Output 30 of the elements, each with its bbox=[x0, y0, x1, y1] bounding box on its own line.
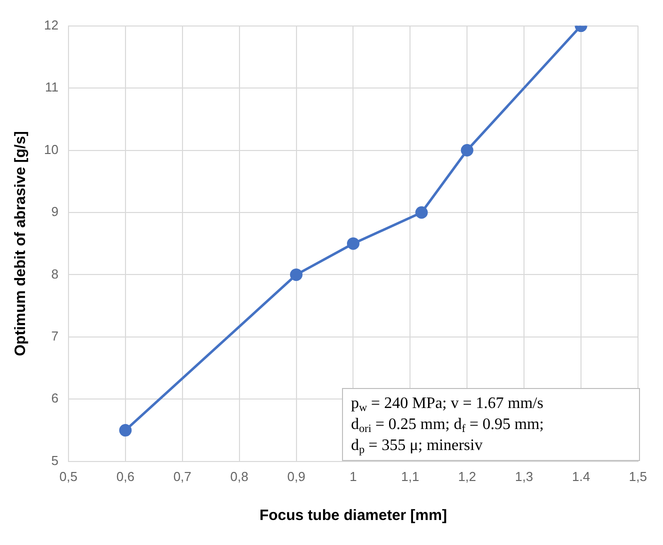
y-tick-label: 8 bbox=[51, 266, 58, 282]
x-tick-label: 1,3 bbox=[515, 468, 534, 484]
x-tick-label: 1.4 bbox=[572, 468, 590, 484]
text-box: p$_{w}$ = 240 MPa; v = 1.67 mm/s d$_{ori}$ = 0.25 mm; d$_{f}$ = 0.95 mm; d$_{p}$ = 355 μ; minersiv bbox=[342, 388, 640, 462]
annotation: d$_{ori}$ = 0.25 mm; d$_{f}$ = 0.95 mm; bbox=[350, 415, 545, 436]
x-tick-label: 1,5 bbox=[628, 468, 648, 484]
point bbox=[119, 424, 132, 437]
x-tick-label: 1 bbox=[350, 468, 357, 484]
x-tick-label: 0,9 bbox=[287, 468, 306, 484]
y-tick-label: 7 bbox=[51, 328, 58, 344]
point bbox=[460, 144, 474, 157]
point bbox=[415, 206, 428, 219]
x-tick-label: 0,6 bbox=[116, 468, 134, 484]
x-tick-label: 0,8 bbox=[230, 468, 248, 484]
y-tick-label: 6 bbox=[51, 390, 58, 406]
point bbox=[346, 237, 360, 250]
annotation: d$_{p}$ = 355 μ; minersiv bbox=[350, 436, 484, 456]
x-tick-label: 0,7 bbox=[173, 468, 192, 484]
point bbox=[290, 268, 303, 281]
x-tick-label: 1,2 bbox=[458, 468, 476, 484]
y-tick-label: 11 bbox=[44, 80, 58, 95]
y-tick-label: 10 bbox=[44, 142, 58, 157]
x-axis-title: Focus tube diameter [mm] bbox=[259, 507, 447, 524]
y-axis-title: Optimum debit of abrasive [g/s] bbox=[12, 131, 30, 356]
y-tick-label: 12 bbox=[44, 17, 58, 32]
annotation: p$_{w}$ = 240 MPa; v = 1.67 mm/s bbox=[350, 394, 544, 414]
x-tick-label: 0,5 bbox=[59, 468, 78, 484]
x-tick-label: 1,1 bbox=[401, 468, 420, 484]
y-tick-label: 9 bbox=[51, 204, 58, 220]
y-tick-label: 5 bbox=[51, 452, 58, 468]
